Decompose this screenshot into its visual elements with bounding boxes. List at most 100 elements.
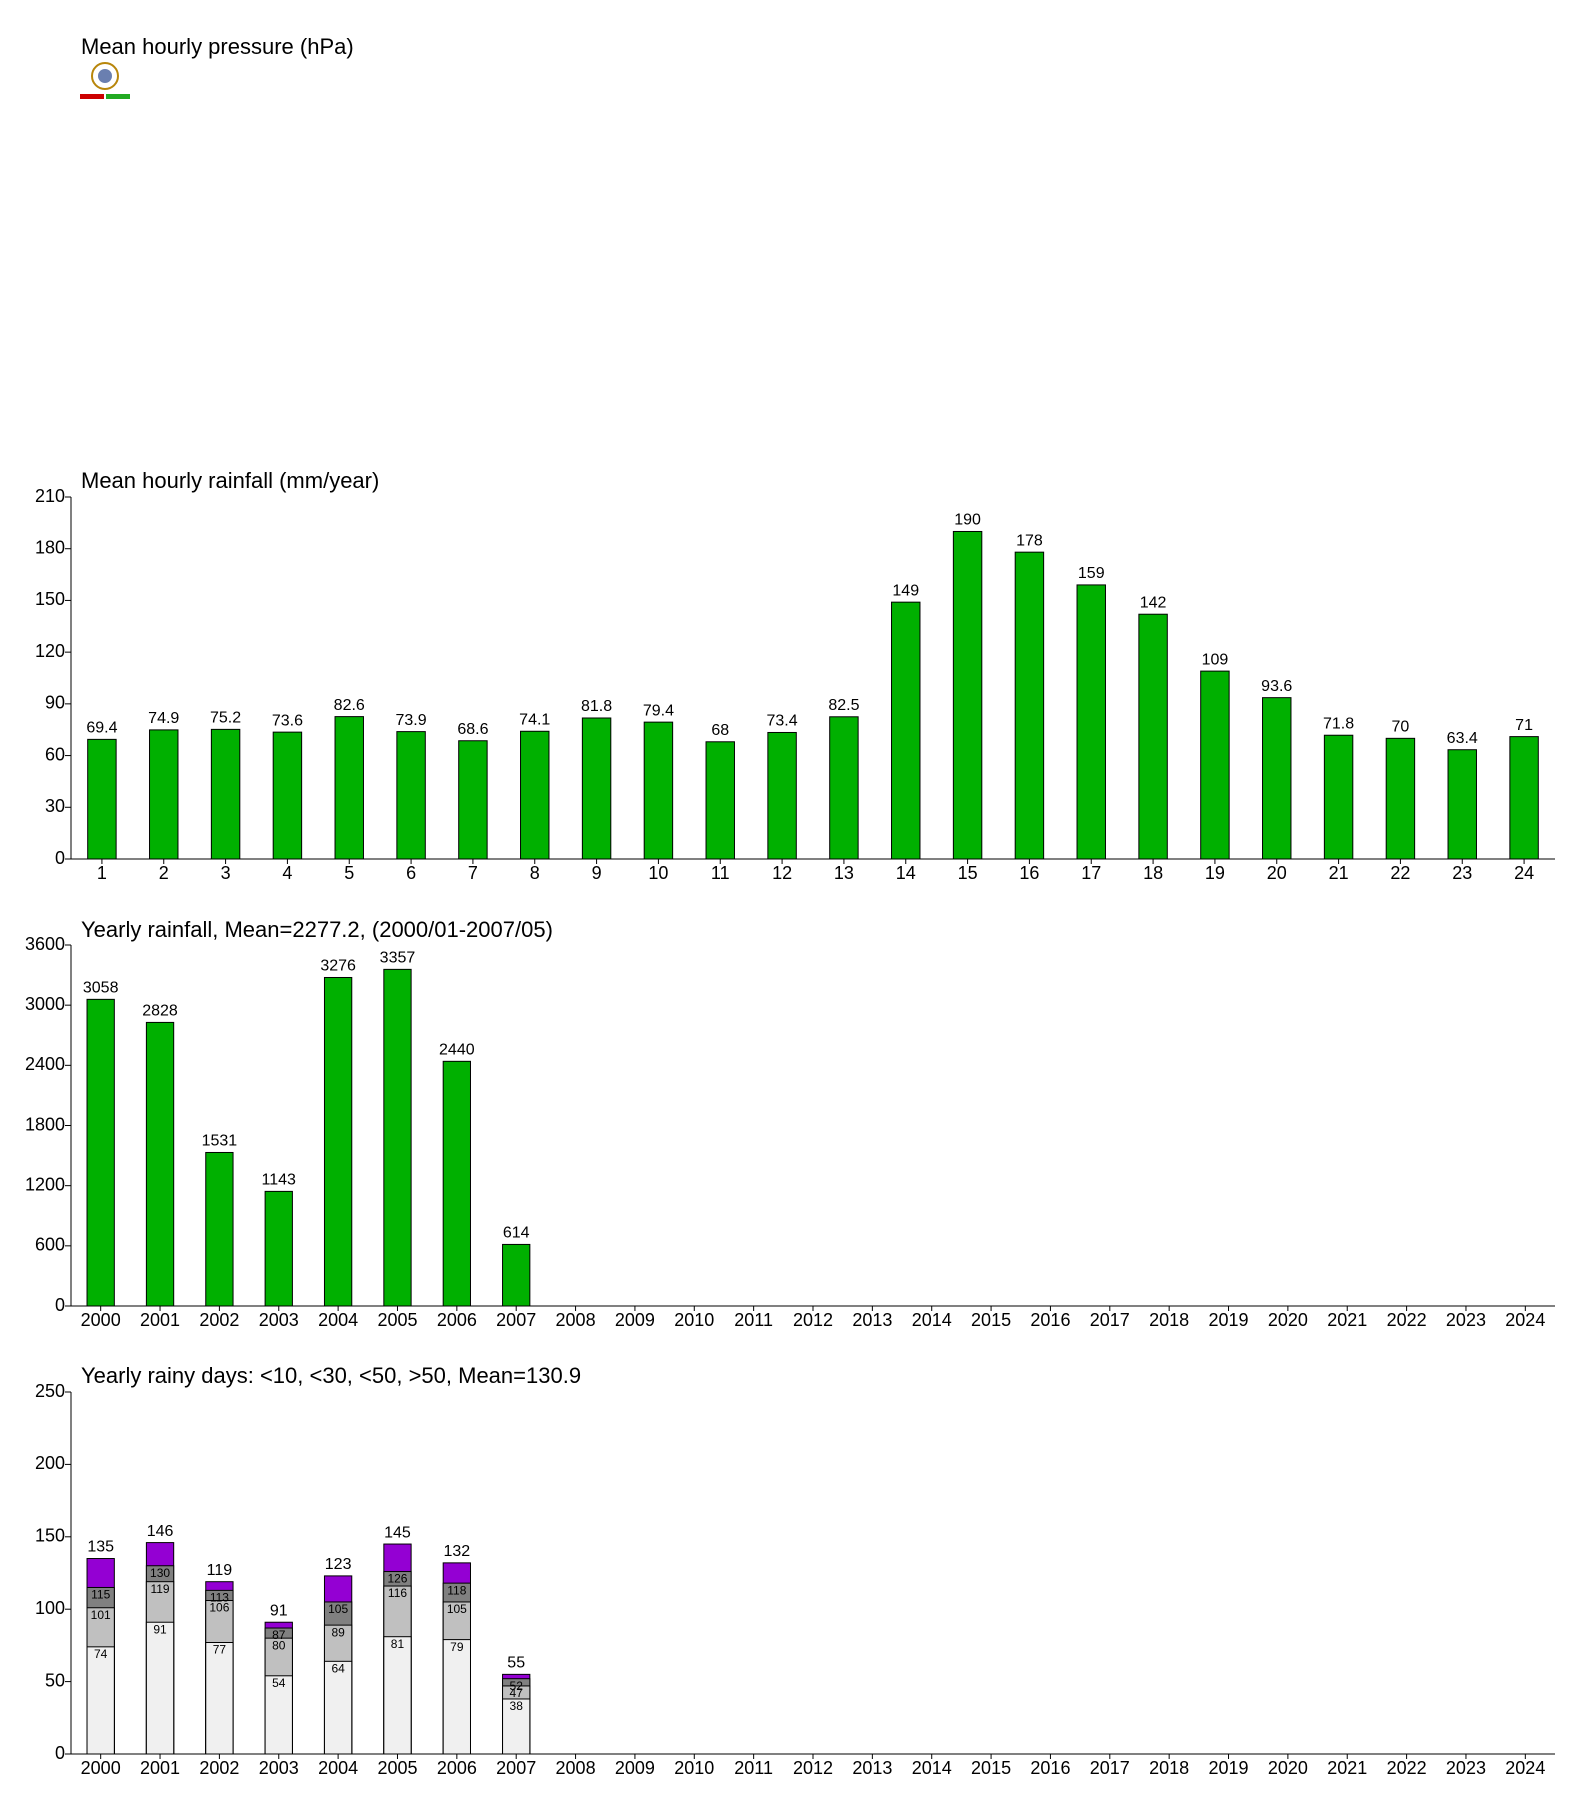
x-tick-label: 2006: [437, 1758, 477, 1778]
x-tick-label: 2012: [793, 1758, 833, 1778]
x-tick-label: 2023: [1446, 1758, 1486, 1778]
chart-title: Mean hourly pressure (hPa): [81, 34, 354, 59]
value-label: 73.9: [396, 712, 427, 729]
y-tick-label: 90: [45, 693, 65, 713]
bar: [643, 721, 674, 860]
x-tick-label: 2019: [1208, 1758, 1248, 1778]
bar: [442, 1639, 471, 1755]
x-tick-label: 8: [530, 863, 540, 883]
segment-label: 91: [153, 1622, 167, 1636]
bar: [86, 1646, 115, 1755]
value-label: 82.5: [828, 697, 859, 714]
x-tick-label: 2009: [615, 1758, 655, 1778]
y-tick-label: 1200: [25, 1174, 65, 1194]
bar: [145, 1621, 175, 1755]
bar: [334, 716, 364, 860]
value-label: 70: [1392, 719, 1410, 736]
bar: [1200, 670, 1230, 860]
x-tick-label: 15: [958, 863, 978, 883]
bar: [1014, 551, 1045, 860]
value-label: 3276: [320, 958, 356, 975]
segment-label: 115: [91, 1588, 110, 1602]
x-tick-label: 12: [772, 863, 792, 883]
x-tick-label: 2007: [496, 1310, 536, 1330]
y-tick-label: 60: [45, 744, 65, 764]
x-tick-label: 21: [1329, 863, 1349, 883]
x-tick-label: 2: [159, 863, 169, 883]
value-label: 1143: [262, 1172, 297, 1189]
value-label: 73.4: [767, 713, 798, 730]
x-tick-label: 4: [282, 863, 292, 883]
value-label: 178: [1016, 532, 1043, 549]
bar: [87, 738, 117, 860]
chart-title: Yearly rainfall, Mean=2277.2, (2000/01-2…: [81, 917, 553, 942]
x-tick-label: 16: [1019, 863, 1039, 883]
value-label: 3058: [83, 980, 119, 997]
x-tick-label: 2000: [81, 1758, 121, 1778]
total-label: 123: [325, 1556, 352, 1573]
logo-mark: [106, 94, 130, 99]
y-tick-label: 600: [35, 1235, 65, 1255]
x-tick-label: 2016: [1030, 1758, 1070, 1778]
x-tick-label: 2022: [1387, 1310, 1427, 1330]
bar: [210, 728, 241, 860]
logo: [80, 62, 130, 99]
value-label: 68.6: [457, 721, 488, 738]
value-label: 75.2: [210, 710, 241, 727]
y-tick-label: 210: [35, 486, 65, 506]
total-label: 135: [87, 1539, 114, 1556]
segment-label: 77: [213, 1643, 227, 1657]
x-tick-label: 2003: [259, 1758, 299, 1778]
bar: [1323, 734, 1354, 860]
y-tick-label: 100: [35, 1598, 65, 1618]
y-tick-label: 3000: [25, 994, 65, 1014]
x-tick-label: 5: [344, 863, 354, 883]
total-label: 145: [384, 1524, 411, 1541]
x-tick-label: 2001: [140, 1758, 180, 1778]
y-tick-label: 150: [35, 589, 65, 609]
x-tick-label: 22: [1390, 863, 1410, 883]
x-tick-label: 2018: [1149, 1310, 1189, 1330]
x-tick-label: 2021: [1327, 1758, 1367, 1778]
bar: [145, 1021, 175, 1307]
y-tick-label: 0: [55, 848, 65, 868]
segment-label: 81: [391, 1637, 405, 1651]
y-tick-label: 0: [55, 1743, 65, 1763]
x-tick-label: 1: [97, 863, 107, 883]
x-tick-label: 2008: [556, 1758, 596, 1778]
bar: [396, 731, 426, 860]
value-label: 614: [503, 1225, 530, 1242]
segment-label: 126: [387, 1572, 407, 1586]
x-tick-label: 2010: [674, 1758, 714, 1778]
value-label: 2440: [439, 1042, 475, 1059]
x-tick-label: 2024: [1505, 1758, 1545, 1778]
value-label: 79.4: [643, 702, 674, 719]
x-tick-label: 2014: [912, 1758, 952, 1778]
x-tick-label: 2008: [556, 1310, 596, 1330]
value-label: 68: [711, 722, 729, 739]
value-label: 142: [1140, 594, 1167, 611]
segment-label: 47: [510, 1686, 524, 1700]
x-tick-label: 2018: [1149, 1758, 1189, 1778]
bar: [1262, 697, 1292, 860]
segment-label: 105: [447, 1602, 467, 1616]
segment-label: 105: [328, 1602, 348, 1616]
x-tick-label: 2003: [259, 1310, 299, 1330]
x-tick-label: 2002: [199, 1310, 239, 1330]
bar: [581, 717, 612, 860]
bar: [323, 976, 353, 1307]
bar: [264, 1190, 293, 1307]
value-label: 71: [1515, 717, 1533, 734]
bar: [705, 741, 735, 860]
x-tick-label: 2015: [971, 1758, 1011, 1778]
y-tick-label: 50: [45, 1670, 65, 1690]
y-tick-label: 3600: [25, 934, 65, 954]
x-tick-label: 11: [711, 863, 730, 883]
logo-mark: [80, 94, 104, 99]
value-label: 74.1: [519, 711, 550, 728]
x-tick-label: 2012: [793, 1310, 833, 1330]
y-tick-label: 180: [35, 537, 65, 557]
value-label: 109: [1202, 651, 1229, 668]
value-label: 82.6: [334, 697, 365, 714]
